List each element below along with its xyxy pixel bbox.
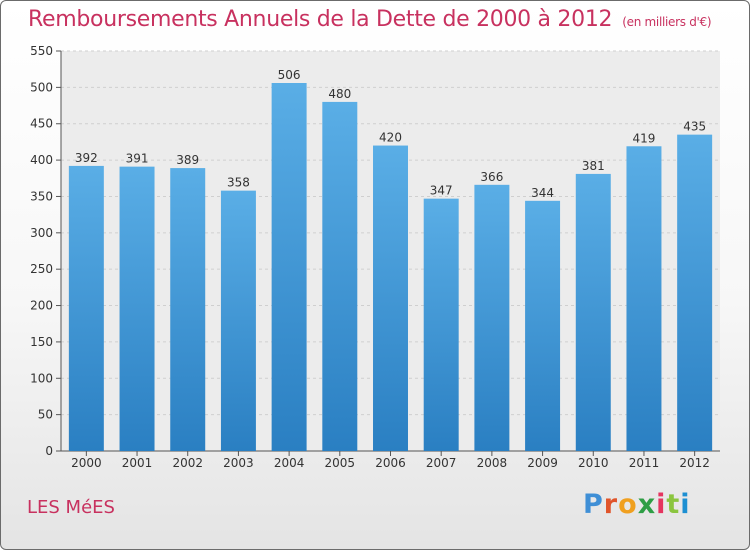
bar (170, 168, 206, 451)
y-tick-label: 400 (30, 153, 53, 167)
data-label: 506 (278, 68, 301, 82)
y-tick-label: 500 (30, 80, 53, 94)
x-tick-label: 2002 (172, 456, 203, 470)
data-label: 435 (683, 120, 706, 134)
data-label: 344 (531, 186, 554, 200)
x-tick-label: 2003 (223, 456, 254, 470)
x-tick-label: 2004 (274, 456, 305, 470)
x-tick-label: 2007 (426, 456, 457, 470)
bar (525, 200, 561, 451)
x-tick-label: 2009 (527, 456, 558, 470)
x-tick-label: 2005 (325, 456, 356, 470)
data-label: 480 (328, 87, 351, 101)
data-label: 391 (126, 152, 149, 166)
x-tick-label: 2001 (122, 456, 153, 470)
bar (626, 146, 662, 452)
y-tick-label: 150 (30, 335, 53, 349)
logo-letter: t (666, 489, 681, 520)
y-tick-label: 350 (30, 189, 53, 203)
x-tick-label: 2011 (629, 456, 660, 470)
y-tick-label: 200 (30, 299, 53, 313)
x-tick-label: 2000 (71, 456, 102, 470)
data-label: 381 (582, 159, 605, 173)
y-tick-label: 300 (30, 226, 53, 240)
data-label: 358 (227, 176, 250, 190)
bar (474, 184, 510, 451)
y-tick-label: 50 (38, 408, 53, 422)
bar (575, 173, 611, 451)
x-tick-label: 2012 (679, 456, 710, 470)
proxiti-logo: Proxiti (583, 489, 691, 520)
data-label: 392 (75, 151, 98, 165)
logo-letter: r (603, 489, 619, 520)
y-tick-label: 100 (30, 371, 53, 385)
bar (271, 83, 307, 451)
logo-letter: x (637, 489, 657, 520)
y-tick-label: 250 (30, 262, 53, 276)
logo-letter: i (680, 489, 691, 520)
bar (119, 166, 155, 452)
bar (423, 198, 459, 451)
bar (677, 134, 713, 452)
place-name: LES MéES (27, 497, 115, 518)
y-tick-label: 450 (30, 117, 53, 131)
logo-letter: P (583, 489, 604, 520)
chart-subtitle: (en milliers d'€) (622, 15, 712, 29)
bar (220, 190, 256, 452)
y-tick-label: 550 (30, 44, 53, 58)
data-label: 366 (480, 170, 503, 184)
chart-title: Remboursements Annuels de la Dette de 20… (28, 7, 712, 32)
chart-title-text: Remboursements Annuels de la Dette de 20… (28, 7, 613, 32)
data-label: 419 (633, 131, 656, 145)
y-tick-label: 0 (45, 444, 53, 458)
bar (68, 165, 104, 451)
x-tick-label: 2010 (578, 456, 609, 470)
data-label: 389 (176, 153, 199, 167)
data-label: 347 (430, 184, 453, 198)
x-tick-label: 2008 (477, 456, 508, 470)
logo-letter: i (656, 489, 667, 520)
x-tick-label: 2006 (375, 456, 406, 470)
logo-letter: o (618, 489, 638, 520)
data-label: 420 (379, 131, 402, 145)
bar (373, 145, 408, 451)
bar (322, 101, 358, 451)
